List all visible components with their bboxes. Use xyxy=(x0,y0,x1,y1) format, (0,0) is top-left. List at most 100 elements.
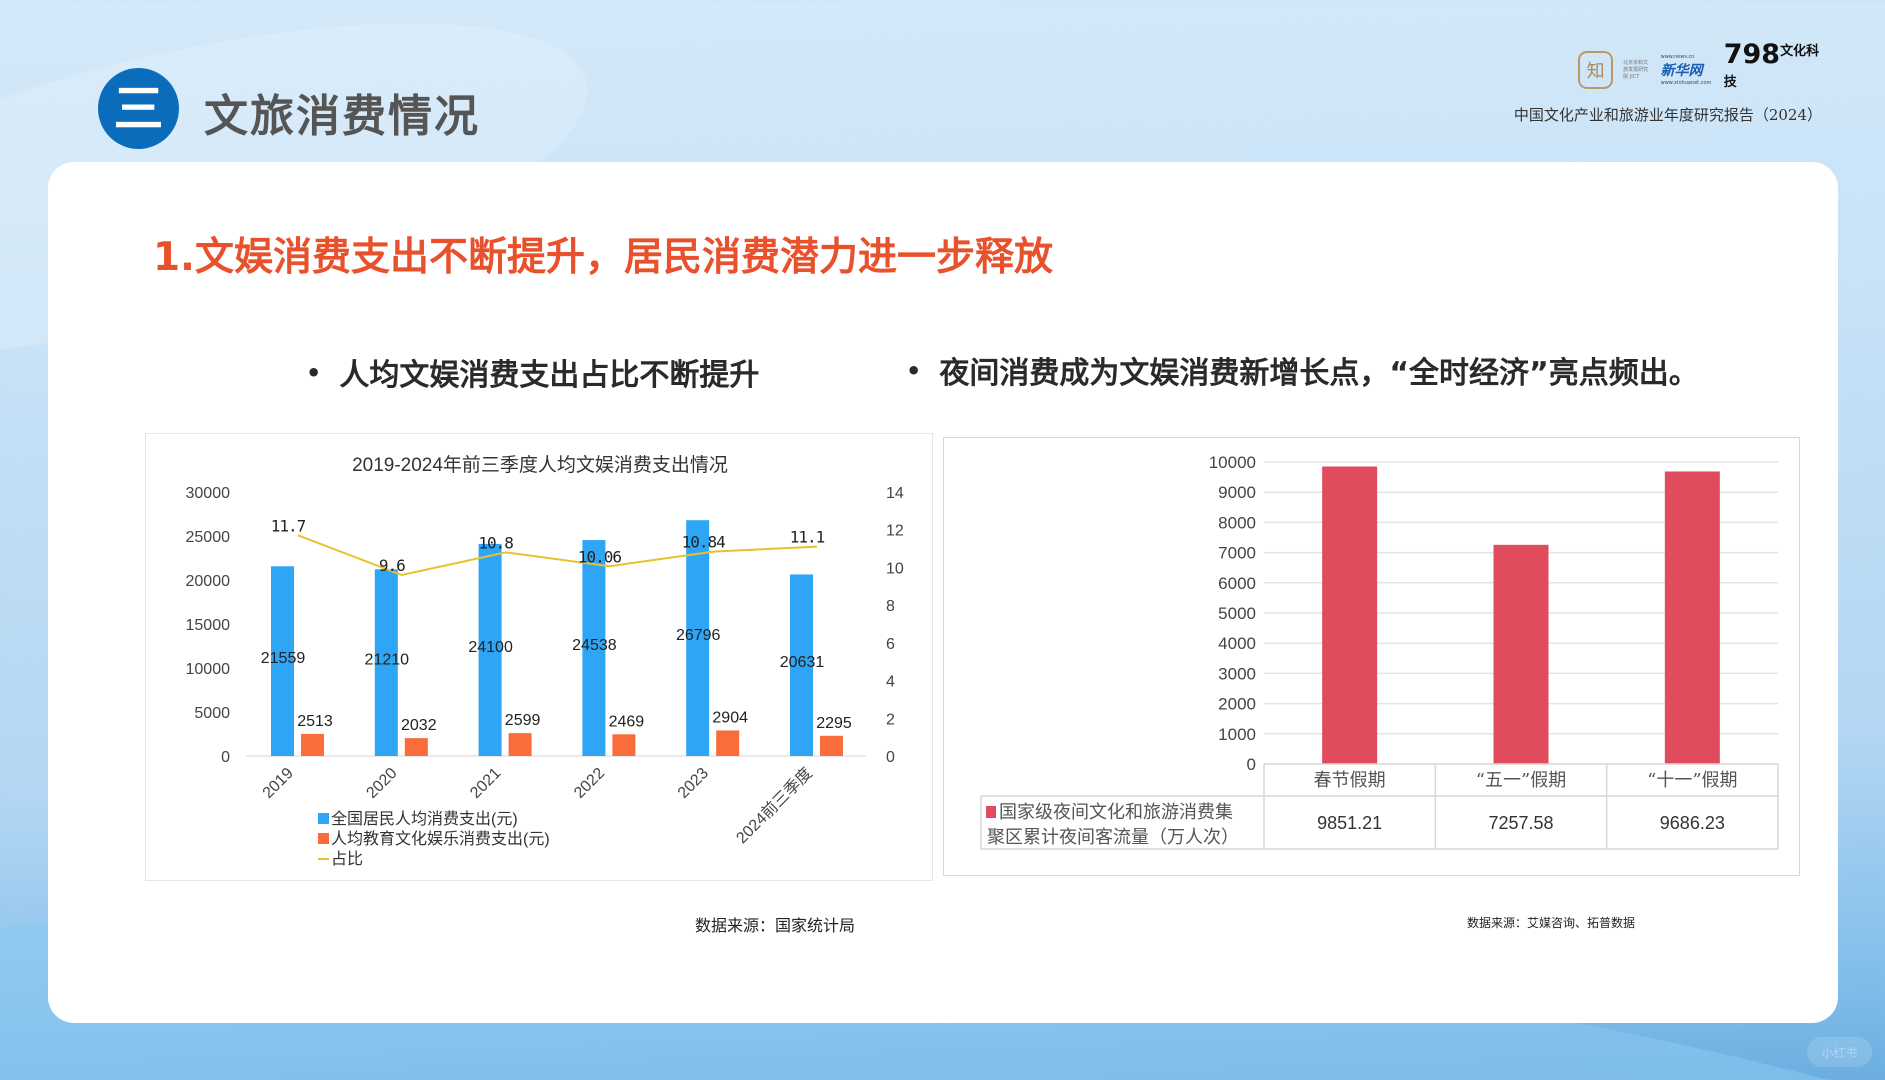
x-axis-tick: 2020 xyxy=(363,765,400,802)
right-axis-tick: 0 xyxy=(886,749,895,766)
watermark: 小红书 xyxy=(1807,1037,1872,1067)
right-axis-tick: 6 xyxy=(886,636,895,653)
slide-headline: 1.文娱消费支出不断提升，居民消费潜力进一步释放 xyxy=(153,235,1053,280)
y-axis-tick: 5000 xyxy=(1218,604,1256,623)
spending-chart: 2019-2024年前三季度人均文娱消费支出情况 30000 25000 20000 1… xyxy=(145,433,933,881)
x-axis-tick: 2024前三季度 xyxy=(733,764,816,847)
bar-culture xyxy=(508,733,532,756)
bar-value-label: 21559 xyxy=(261,650,306,667)
y-axis-tick: 7000 xyxy=(1218,544,1256,563)
left-axis-tick: 25000 xyxy=(186,529,231,546)
right-axis-tick: 12 xyxy=(886,523,904,540)
y-axis-tick: 4000 xyxy=(1218,634,1256,653)
bar-culture xyxy=(612,734,636,756)
bar-value-label: 26796 xyxy=(676,627,721,644)
legend-label: 人均教育文化娱乐消费支出(元) xyxy=(331,830,550,848)
left-axis-tick: 20000 xyxy=(186,573,231,590)
line-value-label: 10.06 xyxy=(578,547,622,566)
category-label: “五一”假期 xyxy=(1476,770,1566,791)
right-axis-tick: 8 xyxy=(886,598,895,615)
bar-value-label: 2032 xyxy=(401,717,437,734)
bar-night-traffic xyxy=(1322,466,1378,764)
night-traffic-chart-canvas: 1000090008000700060005000400030002000100… xyxy=(980,453,1779,850)
right-axis-tick: 10 xyxy=(886,560,904,577)
seal-logo-text: 北京京和文旅发展研究院 JICT xyxy=(1623,59,1649,80)
right-axis-tick: 2 xyxy=(886,711,895,728)
section-number-badge: 三 xyxy=(98,68,179,149)
y-axis-tick: 0 xyxy=(1247,755,1256,774)
category-label: 春节假期 xyxy=(1314,770,1386,791)
legend-label: 占比 xyxy=(331,850,363,868)
bar-value-label: 2469 xyxy=(609,713,645,730)
x-axis-tick: 2021 xyxy=(467,765,504,802)
bar-value-label: 2904 xyxy=(712,709,748,726)
partner-logos: 知 北京京和文旅发展研究院 JICT www.news.cn 新华网 www.x… xyxy=(1578,39,1823,90)
x-axis-tick: 2019 xyxy=(260,765,297,802)
left-axis-tick: 0 xyxy=(221,749,230,766)
source-note-right: 数据来源：艾媒咨询、拓普数据 xyxy=(1467,916,1636,930)
bullet-right: • 夜间消费成为文娱消费新增长点，“全时经济”亮点频出。 xyxy=(906,356,1699,391)
y-axis-tick: 1000 xyxy=(1218,725,1256,744)
bar-value-label: 2295 xyxy=(816,715,852,732)
bar-value-label: 20631 xyxy=(780,654,825,671)
bar-consumption xyxy=(374,569,398,756)
bar-value-label: 21210 xyxy=(365,652,410,669)
right-axis-tick: 4 xyxy=(886,674,895,691)
line-value-label: 10.84 xyxy=(682,533,726,552)
legend-label: 聚区累计夜间客流量（万人次） xyxy=(987,827,1239,848)
y-axis-tick: 10000 xyxy=(1209,453,1256,472)
category-label: “十一”假期 xyxy=(1647,770,1737,791)
left-axis-tick: 15000 xyxy=(186,617,231,634)
legend-swatch-icon xyxy=(986,806,996,818)
y-axis-tick: 8000 xyxy=(1218,513,1256,532)
left-axis-tick: 10000 xyxy=(186,661,231,678)
line-value-label: 10.8 xyxy=(478,533,513,552)
bar-culture xyxy=(301,733,324,756)
bullet-dot-icon: • xyxy=(306,359,322,387)
source-note-left: 数据来源：国家统计局 xyxy=(695,916,856,935)
table-value: 9686.23 xyxy=(1660,813,1725,833)
bar-culture xyxy=(404,738,428,756)
bar-value-label: 24100 xyxy=(468,639,513,656)
seal-logo-icon: 知 xyxy=(1578,51,1614,89)
line-value-label: 11.1 xyxy=(790,528,825,547)
section-title: 文旅消费情况 xyxy=(204,91,480,142)
xinhua-logo: www.news.cn 新华网 www.xinhuanet.com xyxy=(1660,54,1712,86)
y-axis-tick: 9000 xyxy=(1218,483,1256,502)
bar-value-label: 24538 xyxy=(572,637,617,654)
right-axis-tick: 14 xyxy=(886,485,904,502)
x-axis-tick: 2023 xyxy=(675,765,712,802)
bullet-left: • 人均文娱消费支出占比不断提升 xyxy=(306,358,760,393)
bar-value-label: 2513 xyxy=(297,713,333,730)
bar-culture xyxy=(820,735,843,756)
spending-chart-canvas: 2019-2024年前三季度人均文娱消费支出情况3000025000200001… xyxy=(186,454,904,868)
bar-consumption xyxy=(790,574,813,756)
bar-culture xyxy=(716,730,740,756)
legend-swatch-icon xyxy=(318,833,329,844)
y-axis-tick: 2000 xyxy=(1218,695,1256,714)
y-axis-tick: 6000 xyxy=(1218,574,1256,593)
x-axis-tick: 2022 xyxy=(571,765,608,802)
night-traffic-chart: 10000 9000 8000 7000 6000 5000 4000 3000 2000 100… xyxy=(943,437,1800,876)
line-value-label: 9.6 xyxy=(379,556,405,575)
y-axis-tick: 3000 xyxy=(1218,664,1256,683)
bar-consumption xyxy=(478,543,502,756)
legend-label: 国家级夜间文化和旅游消费集 xyxy=(999,802,1233,823)
legend-label: 全国居民人均消费支出(元) xyxy=(331,810,518,828)
bullet-dot-icon: • xyxy=(906,357,922,385)
left-axis-tick: 30000 xyxy=(186,485,231,502)
798-logo: 798文化科技 xyxy=(1723,39,1820,90)
bar-consumption xyxy=(686,520,710,756)
ratio-line xyxy=(297,534,818,577)
legend-swatch-icon xyxy=(318,813,329,824)
report-name: 中国文化产业和旅游业年度研究报告（2024） xyxy=(1513,106,1822,124)
bar-consumption xyxy=(271,566,294,756)
bar-consumption xyxy=(582,540,606,756)
table-value: 9851.21 xyxy=(1317,813,1382,833)
left-axis-tick: 5000 xyxy=(194,705,230,722)
bar-night-traffic xyxy=(1493,544,1549,764)
bar-value-label: 2599 xyxy=(505,712,541,729)
table-value: 7257.58 xyxy=(1488,813,1553,833)
chart-title: 2019-2024年前三季度人均文娱消费支出情况 xyxy=(352,454,728,476)
bar-night-traffic xyxy=(1664,471,1720,764)
